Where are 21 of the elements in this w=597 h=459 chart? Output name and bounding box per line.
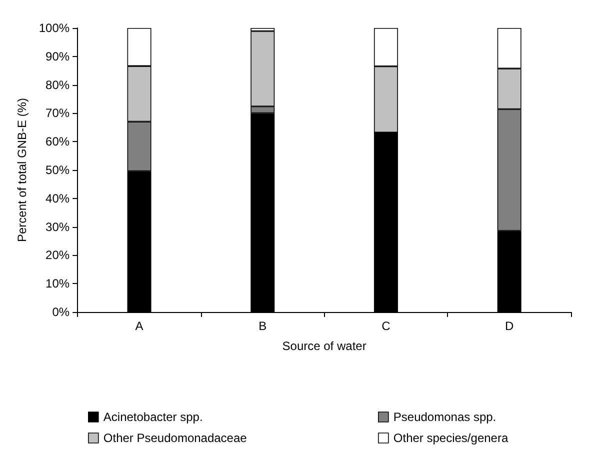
legend-label: Acinetobacter spp. bbox=[103, 410, 203, 424]
y-tick-label: 20% bbox=[46, 248, 70, 262]
y-tick-label: 90% bbox=[46, 49, 70, 64]
y-tick-label: 100% bbox=[38, 21, 70, 35]
x-tick-label: B bbox=[258, 319, 267, 333]
x-tick-label: C bbox=[382, 319, 391, 333]
x-tick-label: A bbox=[135, 319, 144, 333]
legend-label: Other species/genera bbox=[393, 431, 508, 445]
y-tick-label: 80% bbox=[46, 78, 70, 92]
x-axis-title: Source of water bbox=[282, 339, 366, 353]
y-tick-label: 10% bbox=[46, 276, 70, 291]
y-tick-label: 40% bbox=[46, 191, 70, 206]
y-tick-label: 30% bbox=[46, 220, 70, 234]
legend-label: Other Pseudomonadaceae bbox=[103, 431, 248, 445]
y-tick-label: 0% bbox=[52, 305, 70, 319]
legend-label: Pseudomonas spp. bbox=[393, 410, 496, 424]
y-tick-label: 50% bbox=[46, 163, 70, 177]
y-axis-title: Percent of total GNB-E (%) bbox=[15, 98, 29, 242]
x-tick-label: D bbox=[504, 319, 514, 333]
y-tick-label: 60% bbox=[46, 134, 70, 149]
y-tick-label: 70% bbox=[46, 106, 70, 120]
